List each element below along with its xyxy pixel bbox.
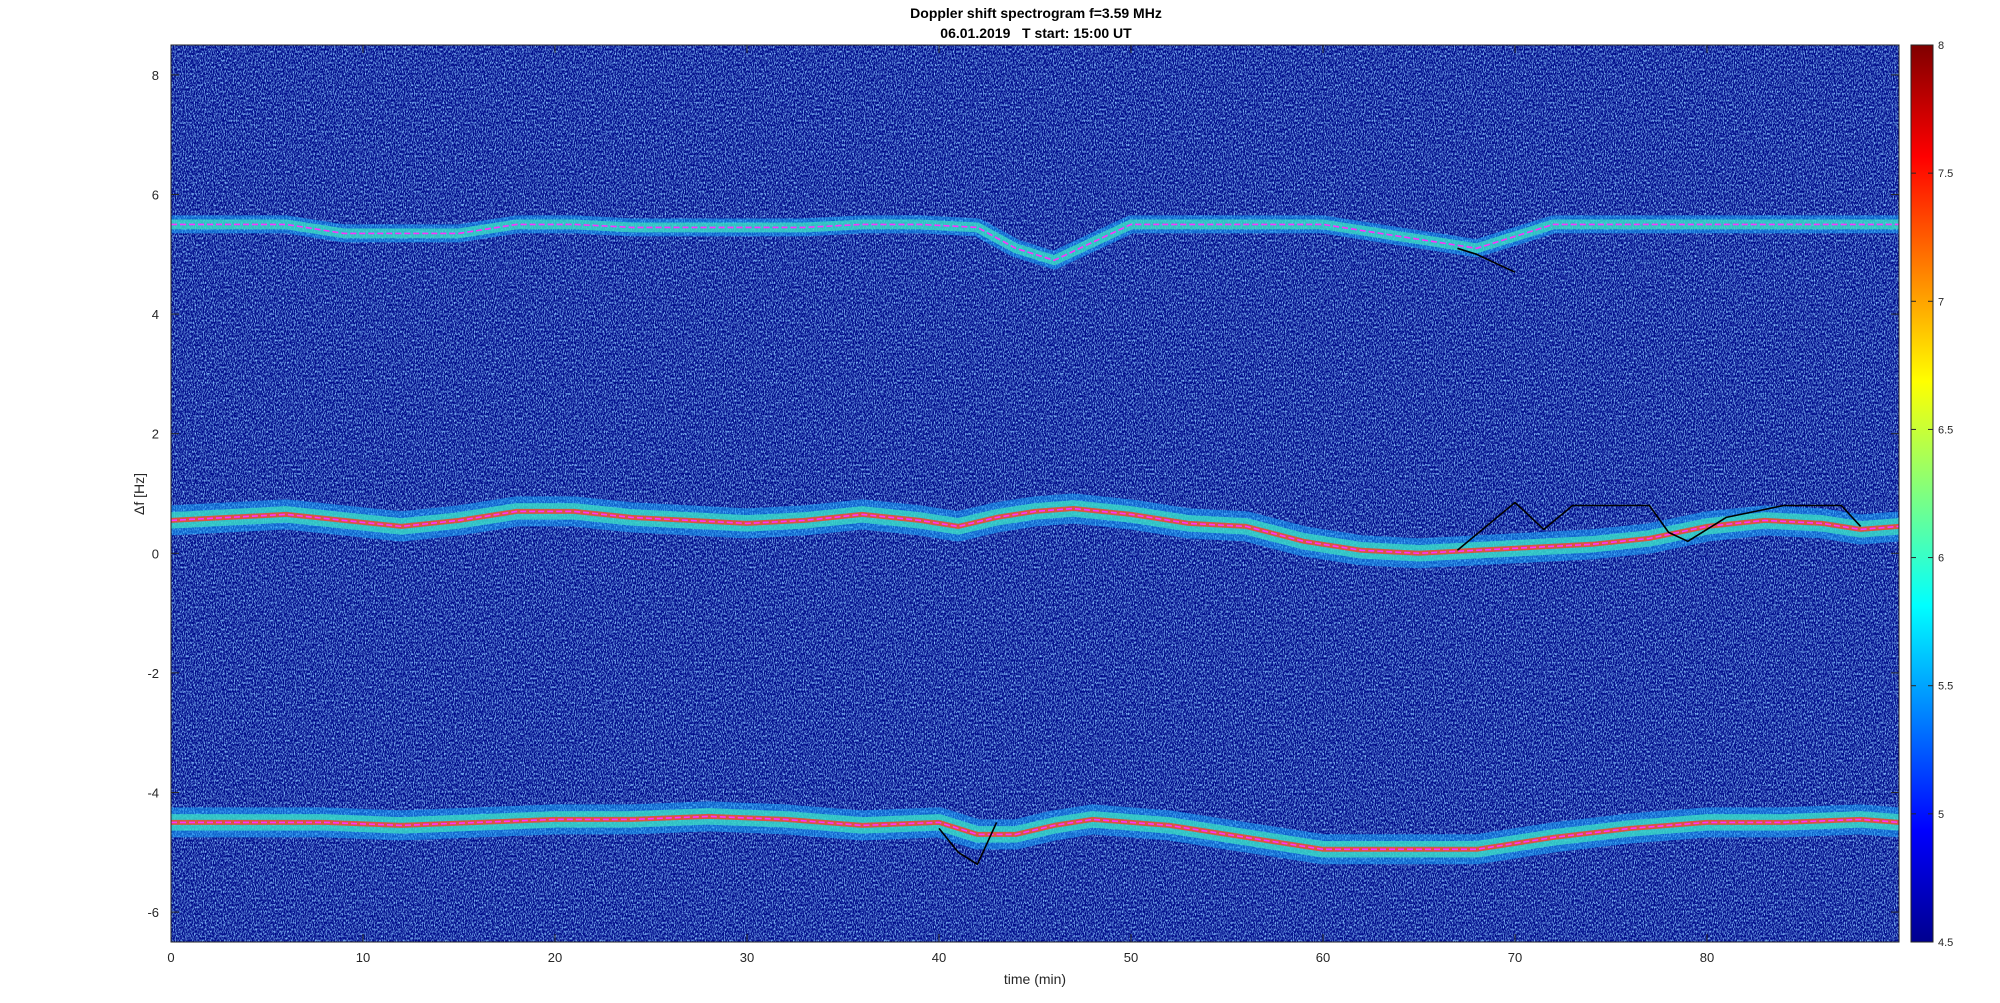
x-tick-label: 50 [1124, 950, 1138, 965]
y-tick-label: -2 [147, 666, 159, 681]
x-tick-label: 80 [1700, 950, 1714, 965]
trace-line [938, 822, 998, 866]
y-tick-label: 6 [152, 188, 159, 203]
y-tick-label: 0 [152, 546, 159, 561]
chart-title: Doppler shift spectrogram f=3.59 MHz [910, 5, 1162, 21]
colorbar-tick-label: 4.5 [1938, 937, 1953, 949]
colorbar [1910, 44, 1934, 943]
spectrogram-noise [171, 45, 1899, 942]
y-tick-label: 8 [152, 68, 159, 83]
traces-layer [171, 223, 1899, 866]
trace-line [1457, 247, 1516, 273]
x-tick-label: 70 [1508, 950, 1522, 965]
y-axis-label: Δf [Hz] [131, 473, 147, 515]
colorbar-tick-label: 6.5 [1938, 424, 1953, 436]
y-tick-label: -6 [147, 905, 159, 920]
colorbar-tick-label: 6 [1938, 553, 1944, 565]
y-axis: -6 -4 -2 0 2 4 6 8 [147, 68, 1899, 920]
y-tick-label: -4 [147, 786, 159, 801]
colorbar-tick-label: 5 [1938, 809, 1944, 821]
x-axis: 0 10 20 30 40 50 60 70 80 [167, 45, 1714, 965]
colorbar-tick-label: 5.5 [1938, 681, 1953, 693]
x-tick-label: 30 [740, 950, 754, 965]
colorbar-tick-label: 7 [1938, 296, 1944, 308]
y-tick-label: 4 [152, 307, 159, 322]
x-tick-label: 0 [167, 950, 174, 965]
colorbar-tick-label: 8 [1938, 40, 1944, 52]
x-tick-label: 40 [932, 950, 946, 965]
colorbar-tick-label: 7.5 [1938, 168, 1953, 180]
trace-line [171, 223, 1899, 262]
y-tick-label: 2 [152, 427, 159, 442]
x-axis-label: time (min) [1004, 971, 1066, 987]
colorbar-ticks: 4.5 5 5.5 6 6.5 7 7.5 8 [1911, 40, 1953, 949]
trace-line [1456, 501, 1862, 551]
chart-subtitle: 06.01.2019 T start: 15:00 UT [940, 25, 1132, 41]
x-tick-label: 10 [356, 950, 370, 965]
x-tick-label: 20 [548, 950, 562, 965]
x-tick-label: 60 [1316, 950, 1330, 965]
plot-frame [170, 44, 1900, 943]
trace-line [171, 507, 1899, 555]
trace-line [171, 815, 1899, 851]
